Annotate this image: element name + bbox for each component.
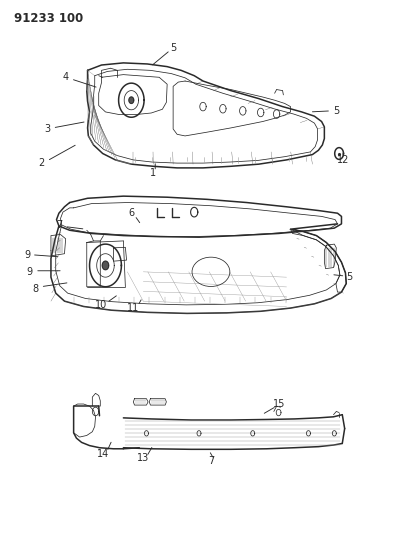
Text: 91233 100: 91233 100 [14, 12, 83, 25]
Text: 2: 2 [39, 158, 45, 167]
Text: 5: 5 [333, 106, 339, 116]
Polygon shape [129, 97, 134, 103]
Text: 5: 5 [346, 272, 353, 282]
Text: 9: 9 [24, 250, 30, 260]
Polygon shape [102, 261, 109, 270]
Text: 8: 8 [33, 284, 39, 294]
Text: 15: 15 [273, 399, 286, 409]
Text: 14: 14 [98, 449, 109, 459]
Text: 5: 5 [170, 43, 176, 53]
Text: 12: 12 [337, 155, 349, 165]
Text: 4: 4 [62, 72, 69, 82]
Text: 13: 13 [137, 454, 149, 463]
Text: 6: 6 [128, 208, 135, 218]
Text: 11: 11 [127, 303, 139, 313]
Text: 7: 7 [208, 456, 214, 466]
Text: 9: 9 [27, 267, 33, 277]
Text: 10: 10 [96, 300, 107, 310]
Text: 7: 7 [57, 220, 63, 230]
Text: 1: 1 [150, 168, 156, 178]
Text: 3: 3 [45, 124, 51, 134]
